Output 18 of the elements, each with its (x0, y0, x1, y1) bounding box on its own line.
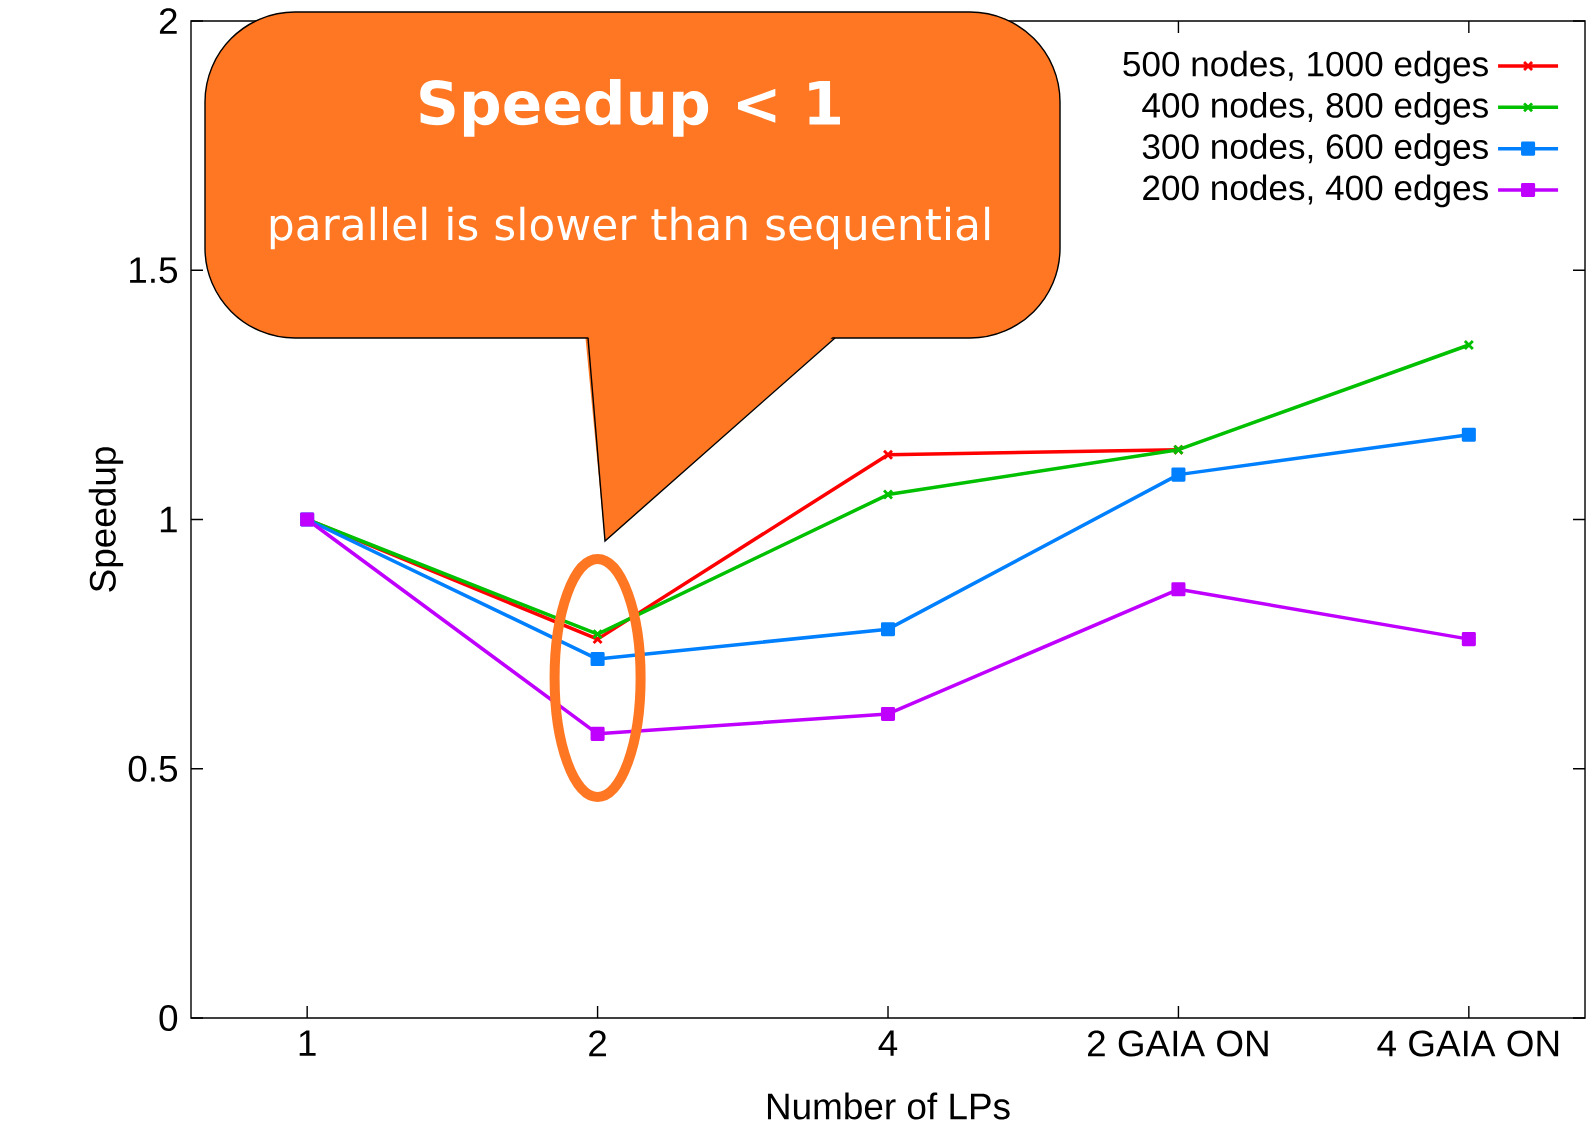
legend-label: 200 nodes, 400 edges (1143, 174, 1488, 208)
y-tick-label: 0.5 (128, 755, 178, 782)
annotation: parallel is slower than sequential (270, 206, 990, 250)
y-tick-label: 1.5 (130, 257, 178, 284)
legend-label: 400 nodes, 800 edges (1142, 91, 1488, 125)
x-axis-title: Number of LPs (767, 1092, 1010, 1120)
x-tick-label: 4 GAIA ON (1377, 1030, 1559, 1057)
x-tick-label: 2 (589, 1030, 606, 1057)
y-axis-title: Speedup (88, 447, 124, 592)
x-tick-label: 2 GAIA ON (1088, 1030, 1268, 1057)
y-tick-label: 1 (160, 506, 177, 533)
legend-label: 300 nodes, 600 edges (1142, 133, 1488, 167)
legend-label: 500 nodes, 1000 edges (1123, 50, 1488, 84)
y-tick-label: 2 (159, 8, 177, 34)
x-tick-label: 4 (878, 1030, 898, 1056)
annotation: Speedup < 1 (420, 79, 840, 137)
y-tick-label: 0 (159, 1004, 178, 1032)
x-tick-label: 1 (299, 1030, 316, 1056)
